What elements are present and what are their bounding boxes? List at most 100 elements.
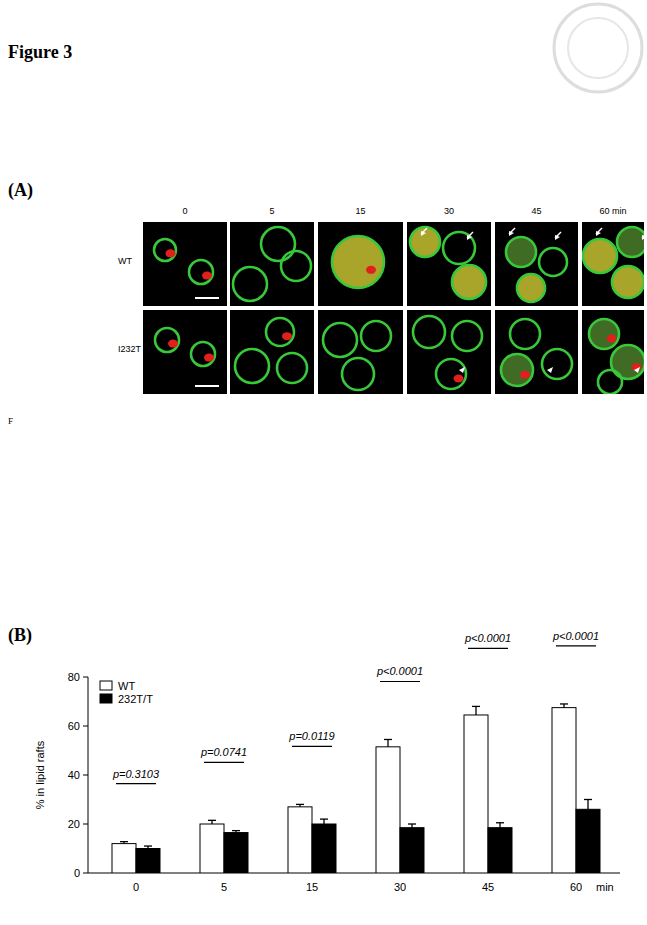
p-value: p=0.3103 — [112, 768, 160, 780]
significance-line — [292, 746, 332, 747]
cell — [583, 239, 617, 273]
time-label: 45 — [531, 206, 541, 216]
cell — [277, 353, 307, 383]
arrow-head — [634, 367, 640, 373]
cell — [281, 251, 311, 281]
cell — [189, 260, 213, 284]
red-patch — [204, 354, 214, 362]
error-line — [587, 800, 588, 810]
bar — [576, 809, 600, 873]
bar — [136, 849, 160, 874]
y-tick — [83, 775, 88, 776]
error-cap — [496, 822, 504, 823]
significance-line — [380, 681, 420, 682]
x-tick-label: 30 — [394, 881, 406, 893]
error-bar — [384, 739, 392, 746]
bar — [376, 747, 400, 873]
error-bar — [144, 846, 152, 848]
micrograph-bg — [230, 222, 314, 306]
error-bar — [560, 704, 568, 708]
red-patch — [168, 340, 178, 348]
y-tick-label: 60 — [68, 720, 80, 732]
x-tick-label: 5 — [221, 881, 227, 893]
micrograph — [230, 310, 314, 394]
y-tick — [83, 873, 88, 874]
error-bar — [208, 820, 216, 824]
cell — [452, 265, 486, 299]
error-bar — [232, 831, 240, 833]
cell — [510, 319, 540, 349]
micrograph — [318, 310, 403, 394]
error-cap — [232, 830, 240, 831]
cell — [266, 318, 294, 346]
bar — [288, 807, 312, 873]
error-cap — [584, 799, 592, 800]
cell — [410, 227, 440, 257]
micrograph — [407, 310, 491, 394]
error-bar — [584, 800, 592, 810]
time-label: 30 — [444, 206, 454, 216]
error-line — [387, 739, 388, 746]
y-tick-label: 0 — [74, 867, 80, 879]
cell — [342, 358, 374, 390]
cell — [542, 349, 572, 379]
micrograph — [582, 222, 644, 306]
micrograph-bg — [143, 310, 227, 394]
micrograph-bg — [495, 310, 578, 394]
cell — [539, 248, 567, 276]
red-patch — [166, 249, 176, 257]
y-tick — [83, 824, 88, 825]
error-bar — [320, 819, 328, 824]
arrow-head — [547, 367, 553, 373]
cell — [517, 274, 545, 302]
micrograph-bg — [230, 310, 314, 394]
cell — [233, 267, 267, 301]
y-tick-label: 40 — [68, 769, 80, 781]
x-tick-label: 60 — [570, 881, 582, 893]
micrograph-bg — [318, 222, 403, 306]
micrograph — [495, 310, 578, 394]
red-patch — [282, 332, 292, 340]
cell — [413, 316, 445, 348]
x-axis — [88, 873, 620, 874]
row-label: I232T — [118, 344, 142, 354]
p-value: p<0.0001 — [552, 630, 599, 642]
seal — [568, 18, 628, 78]
error-cap — [408, 823, 416, 824]
y-tick-label: 80 — [68, 671, 80, 683]
error-cap — [384, 739, 392, 740]
bar — [224, 833, 248, 873]
p-value: p<0.0001 — [464, 632, 511, 644]
bar — [464, 715, 488, 873]
cell — [611, 345, 644, 379]
bar — [552, 708, 576, 873]
arrow-head — [642, 235, 644, 240]
seal — [554, 4, 642, 92]
p-value: p=0.0741 — [200, 746, 247, 758]
legend-swatch — [100, 694, 112, 703]
error-cap — [208, 820, 216, 821]
time-label: 15 — [355, 206, 365, 216]
error-cap — [320, 818, 328, 819]
significance-line — [204, 762, 244, 763]
panel-label: (B) — [8, 625, 32, 646]
x-tick-label: 0 — [133, 881, 139, 893]
error-line — [475, 706, 476, 715]
cell — [436, 359, 466, 389]
y-tick — [83, 677, 88, 678]
y-tick — [83, 726, 88, 727]
x-axis-title: min — [596, 881, 614, 893]
significance-line — [116, 783, 156, 784]
arrow-head — [555, 235, 560, 240]
legend-label: WT — [118, 680, 135, 692]
legend-label: 232T/T — [118, 693, 153, 705]
row-label: WT — [118, 256, 132, 266]
bar — [112, 844, 136, 873]
arrow-head — [596, 231, 601, 236]
cell — [235, 349, 269, 383]
micrograph — [143, 310, 227, 394]
arrow-head — [467, 235, 472, 240]
micrograph-bg — [318, 310, 403, 394]
time-label: 5 — [269, 206, 274, 216]
bar — [488, 828, 512, 873]
